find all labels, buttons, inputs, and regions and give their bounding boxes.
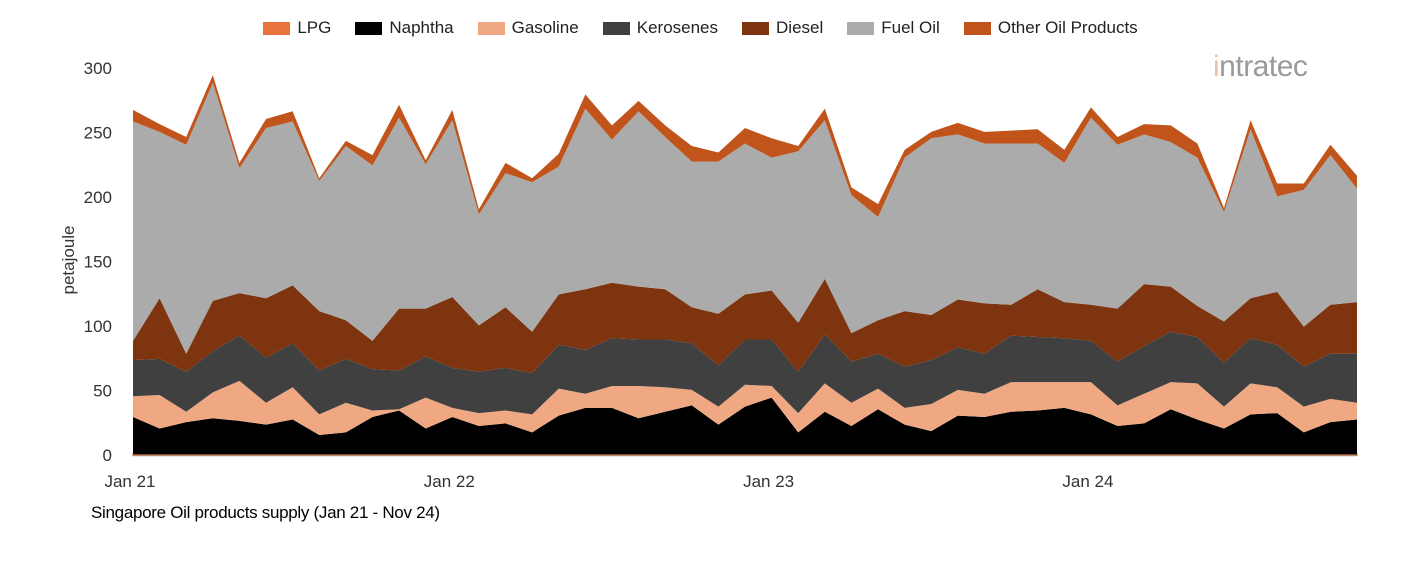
area-fuel-oil xyxy=(133,82,1357,354)
legend-swatch xyxy=(477,21,505,35)
legend-label: Naphtha xyxy=(389,18,454,37)
y-tick-label: 0 xyxy=(103,446,112,465)
legend-item[interactable]: Diesel xyxy=(742,18,823,38)
area-other-oil-products xyxy=(133,75,1357,217)
legend-label: Diesel xyxy=(776,18,824,37)
legend: LPG Naphtha Gasoline Kerosenes Diesel Fuel Oi… xyxy=(0,18,1401,38)
area-diesel xyxy=(133,278,1357,374)
area-kerosenes xyxy=(133,331,1357,415)
y-axis-label: petajoule xyxy=(59,225,78,294)
intratec-logo: intratec xyxy=(1213,50,1308,83)
chart-title: Singapore Oil products supply (Jan 21 - … xyxy=(91,503,440,522)
legend-swatch xyxy=(355,21,383,35)
legend-item[interactable]: Naphtha xyxy=(355,18,454,38)
x-tick-label: Jan 23 xyxy=(743,472,794,491)
y-tick-label: 50 xyxy=(93,382,112,401)
area-gasoline xyxy=(133,380,1357,436)
legend-label: Kerosenes xyxy=(636,18,719,37)
legend-swatch xyxy=(263,21,291,35)
legend-item[interactable]: LPG xyxy=(263,18,331,38)
legend-swatch xyxy=(602,21,630,35)
x-tick-label: Jan 22 xyxy=(424,472,475,491)
legend-swatch xyxy=(847,21,875,35)
y-tick-label: 100 xyxy=(84,317,112,336)
legend-item[interactable]: Kerosenes xyxy=(602,18,719,38)
x-tick-label: Jan 24 xyxy=(1062,472,1113,491)
legend-swatch xyxy=(963,21,991,35)
legend-item[interactable]: Other Oil Products xyxy=(963,18,1138,38)
y-tick-label: 250 xyxy=(84,124,112,143)
area-naphtha xyxy=(133,397,1357,455)
legend-label: LPG xyxy=(297,18,332,37)
y-tick-label: 150 xyxy=(84,253,112,272)
y-tick-label: 200 xyxy=(84,188,112,207)
legend-label: Gasoline xyxy=(511,18,579,37)
legend-item[interactable]: Fuel Oil xyxy=(847,18,940,38)
legend-label: Other Oil Products xyxy=(997,18,1138,37)
legend-label: Fuel Oil xyxy=(881,18,940,37)
legend-swatch xyxy=(742,21,770,35)
legend-item[interactable]: Gasoline xyxy=(477,18,579,38)
x-tick-label: Jan 21 xyxy=(104,472,155,491)
y-tick-label: 300 xyxy=(84,59,112,78)
